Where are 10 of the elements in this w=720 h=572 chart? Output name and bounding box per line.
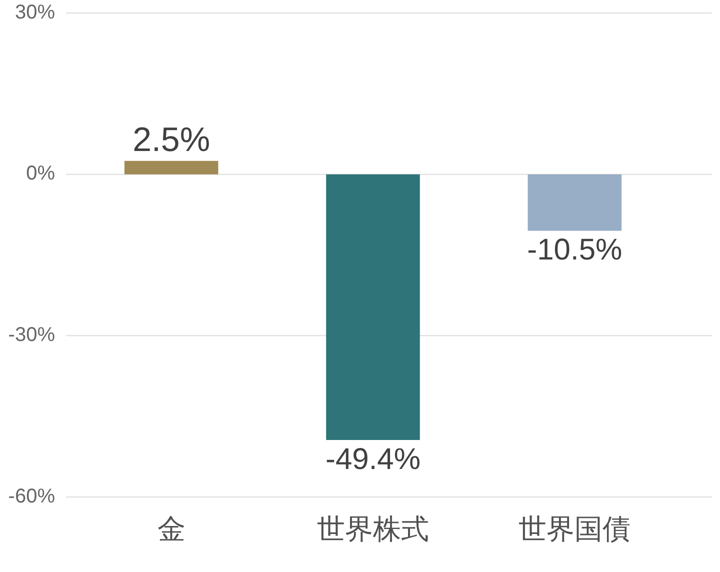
x-tick-label: 金 [157, 513, 186, 544]
y-tick-label: -60% [8, 485, 56, 508]
data-label: -49.4% [325, 442, 421, 476]
y-tick-label: 30% [14, 1, 56, 24]
x-tick-label: 世界国債 [518, 513, 631, 544]
y-tick-label: -30% [8, 324, 56, 346]
x-tick-label: 世界株式 [317, 513, 429, 544]
y-tick-label: 0% [26, 162, 56, 185]
data-label: 2.5% [132, 120, 210, 159]
data-label: -10.5% [527, 234, 622, 267]
